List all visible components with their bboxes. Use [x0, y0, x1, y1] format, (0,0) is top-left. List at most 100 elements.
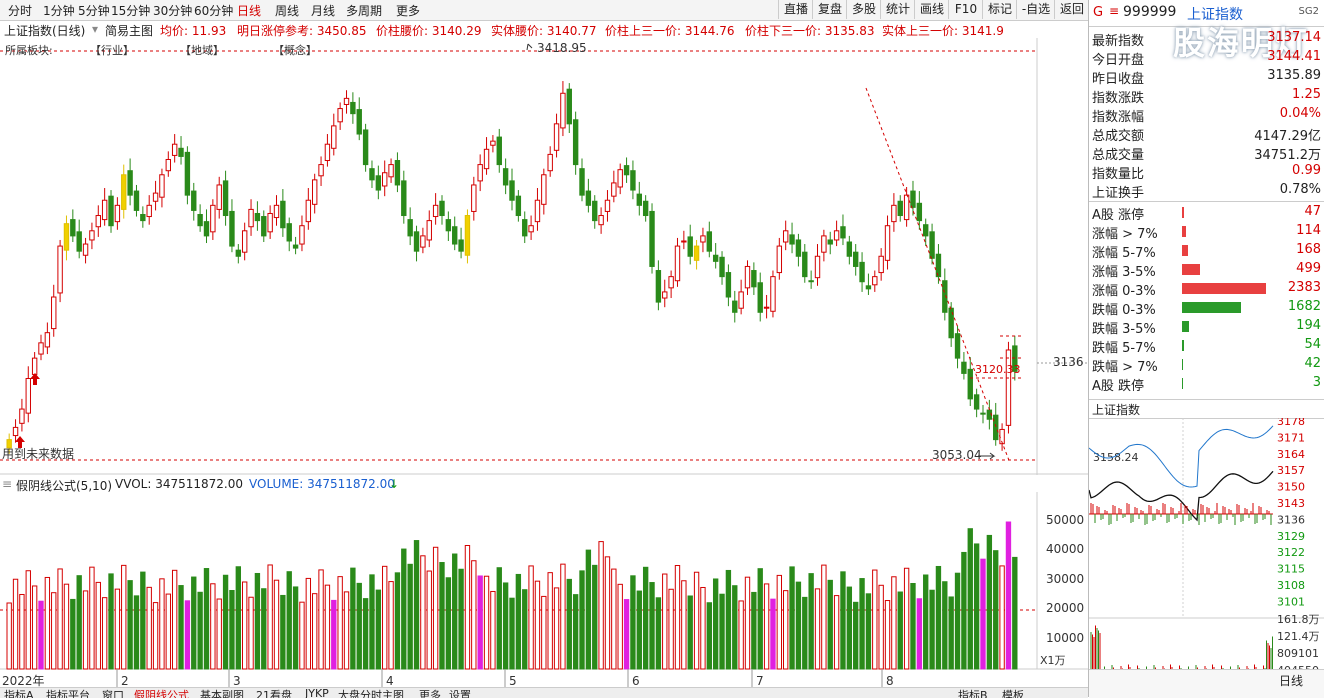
intraday-chart[interactable]: 3178 3171 3164 3157 3150 3143 3136 3129 3122 3115… [1089, 418, 1324, 686]
buy-arrow-icon [15, 436, 25, 448]
candle [572, 111, 579, 175]
timeframe-9[interactable]: 多周期 [346, 4, 383, 18]
candle [369, 160, 375, 189]
volume-bar [878, 584, 884, 670]
volume-bar [502, 582, 509, 670]
volume-bar [783, 590, 789, 670]
sector-industry-link[interactable]: 【行业】 [90, 44, 134, 57]
collapse-icon[interactable]: ≡ [2, 477, 13, 491]
candle [311, 173, 318, 214]
volume-bar [649, 582, 655, 670]
chevron-down-icon[interactable]: ▾ [92, 22, 99, 36]
bottom-tab-10[interactable]: 指标B [958, 689, 988, 698]
candle [878, 248, 884, 281]
breadth-label: 涨幅 5-7% [1092, 246, 1156, 261]
candle [522, 211, 528, 244]
volume-bar [706, 602, 712, 670]
candle [515, 190, 522, 222]
intraday-volume-tick: 161.8万 [1277, 613, 1320, 626]
timeframe-6[interactable]: 日线 [237, 4, 262, 18]
volume-bar [687, 595, 693, 670]
candle [674, 237, 681, 287]
sector-region-link[interactable]: 【地域】 [180, 44, 224, 57]
bottom-tab-0[interactable]: 指标A [4, 689, 34, 698]
candle [241, 222, 248, 261]
bottom-tab-9[interactable]: 设置 [449, 689, 471, 698]
toolbar-button-2[interactable]: 多股 [846, 0, 881, 19]
volume-bar [337, 576, 343, 670]
menu-icon[interactable]: ≡ [1109, 4, 1120, 18]
bottom-tab-1[interactable]: 指标平台 [46, 689, 90, 698]
volume-bar [897, 591, 903, 670]
down-arrow-icon: ↓ [389, 477, 400, 491]
candle [502, 158, 509, 195]
bottom-tab-6[interactable]: JYKP [305, 687, 329, 698]
candle [509, 168, 515, 211]
candle [700, 227, 706, 253]
stat-value: 4147.29亿 [1254, 129, 1321, 144]
toolbar-button-7[interactable]: -自选 [1016, 0, 1055, 19]
volume-bar [566, 578, 572, 670]
breadth-row: 跌幅 0-3% 1682 [1089, 298, 1324, 318]
volume-chart[interactable]: 50000 40000 30000 20000 10000 X1万 2022年 2 3 4 5 6 7 8 [0, 492, 1088, 687]
timeframe-2[interactable]: 5分钟 [78, 4, 110, 18]
volume-bar [356, 582, 362, 670]
candle [814, 244, 821, 286]
candle [382, 160, 388, 197]
timeframe-4[interactable]: 30分钟 [153, 4, 193, 18]
timeframe-3[interactable]: 15分钟 [111, 4, 151, 18]
right-axis-price: 3136 [1053, 355, 1084, 369]
volume-bar [261, 588, 267, 670]
volume-bar [95, 581, 101, 670]
x-axis-year: 2022年 [2, 674, 45, 687]
stat-label: 总成交量 [1092, 148, 1145, 163]
timeframe-7[interactable]: 周线 [275, 4, 300, 18]
volume-bar [623, 599, 630, 670]
timeframe-8[interactable]: 月线 [311, 4, 336, 18]
bottom-tab-7[interactable]: 大盘分时主图 [338, 689, 404, 698]
breadth-value: 1682 [1287, 299, 1321, 314]
candle [923, 218, 929, 247]
candle [687, 224, 693, 265]
candlestick-chart[interactable]: 3418.95 3053.04 3120.33 3136 用到未来数据 [0, 38, 1088, 475]
timeframe-10[interactable]: 更多 [396, 4, 421, 18]
x-axis-month: 5 [509, 674, 517, 687]
bottom-tab-8[interactable]: 更多 [419, 689, 441, 698]
toolbar-button-8[interactable]: 返回 [1054, 0, 1089, 19]
toolbar-button-0[interactable]: 直播 [778, 0, 813, 19]
volume-formula-name[interactable]: 假阴线公式(5,10) [16, 479, 113, 493]
toolbar-button-5[interactable]: F10 [948, 0, 983, 19]
candle [146, 195, 152, 225]
volume-bar [6, 602, 12, 670]
timeframe-5[interactable]: 60分钟 [194, 4, 234, 18]
indicator-info-bar: 上证指数(日线) ▾ 简易主图 均价: 11.93 明日涨停参考: 3450.8… [0, 20, 1088, 39]
bottom-tab-11[interactable]: 模板 [1002, 689, 1024, 698]
candle [133, 184, 140, 217]
bottom-tab-2[interactable]: 窗口 [102, 689, 124, 698]
bottom-tab-4[interactable]: 基本副图 [200, 689, 244, 698]
timeframe-1[interactable]: 1分钟 [43, 4, 75, 18]
toolbar-button-4[interactable]: 画线 [914, 0, 949, 19]
breadth-row: 跌幅 5-7% 54 [1089, 336, 1324, 356]
bottom-tab-3[interactable]: 假阴线公式 [134, 689, 189, 698]
buy-arrow-icon [30, 373, 40, 385]
toolbar-button-6[interactable]: 标记 [982, 0, 1017, 19]
volume-bar [712, 578, 719, 670]
breadth-bar [1182, 226, 1187, 237]
candle [12, 419, 19, 443]
volume-bar [432, 546, 439, 670]
chart-type-selector[interactable]: 简易主图 [105, 24, 154, 38]
body-upper-third-price: 实体上三一价: 3141.9 [882, 24, 1004, 38]
bottom-tab-5[interactable]: 21看盘 [256, 689, 292, 698]
candle [948, 302, 954, 347]
volume-bar [254, 572, 261, 670]
toolbar-button-1[interactable]: 复盘 [812, 0, 847, 19]
timeframe-0[interactable]: 分时 [8, 4, 33, 18]
toolbar-button-3[interactable]: 统计 [880, 0, 915, 19]
candle [802, 244, 808, 283]
candle [95, 205, 101, 237]
tab-daily[interactable]: 日线 [1279, 674, 1304, 688]
volume-bar [993, 550, 999, 670]
sector-concept-link[interactable]: 【概念】 [273, 44, 317, 57]
volume-bar [973, 543, 980, 670]
